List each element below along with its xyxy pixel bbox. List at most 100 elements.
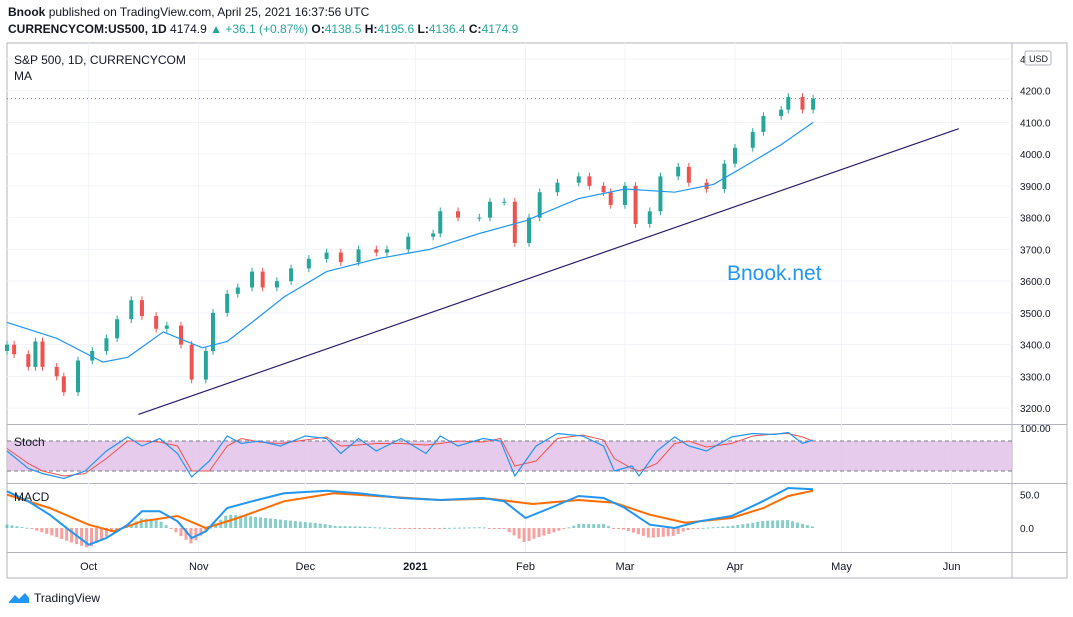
candle-body: [686, 166, 691, 183]
currency-box[interactable]: [1024, 50, 1052, 66]
candle-body: [537, 192, 542, 218]
candle-body: [289, 268, 294, 282]
tradingview-logo-icon: [9, 593, 29, 603]
macd-histogram-bar: [557, 528, 561, 531]
macd-histogram-bar: [65, 528, 69, 541]
candle-body: [512, 201, 517, 244]
macd-histogram-bar: [35, 528, 39, 531]
macd-histogram-bar: [482, 527, 486, 529]
candle-body: [502, 201, 507, 203]
time-tick-label: Mar: [615, 561, 634, 573]
macd-histogram-bar: [269, 518, 273, 528]
candle-body: [374, 249, 379, 253]
macd-histogram-bar: [781, 520, 785, 528]
macd-histogram-bar: [602, 524, 606, 528]
time-tick-label: May: [831, 561, 852, 573]
watermark-text: Bnook.net: [727, 262, 822, 285]
ma-indicator-label: MA: [14, 69, 32, 83]
macd-histogram-bar: [249, 516, 253, 528]
macd-histogram-bar: [45, 528, 49, 534]
macd-histogram-bar: [40, 528, 44, 533]
macd-histogram-bar: [15, 526, 19, 528]
time-tick-label: Oct: [80, 561, 97, 573]
macd-histogram-bar: [796, 522, 800, 528]
macd-histogram-bar: [791, 521, 795, 528]
stoch-tick-label: 100.00: [1020, 424, 1051, 435]
candle-body: [338, 252, 343, 263]
macd-histogram-bar: [691, 528, 695, 530]
macd-histogram-bar: [771, 520, 775, 528]
macd-histogram-bar: [447, 527, 451, 529]
macd-histogram-bar: [547, 528, 551, 534]
macd-histogram-bar: [164, 525, 168, 528]
macd-histogram-bar: [527, 528, 531, 542]
macd-tick-label: 50.0: [1020, 491, 1040, 502]
candle-body: [800, 96, 805, 110]
price-tick-label: 3700.0: [1020, 245, 1051, 256]
macd-histogram-bar: [776, 520, 780, 528]
candle-body: [576, 176, 581, 183]
chart-frame: [6, 42, 1068, 579]
macd-histogram-bar: [438, 528, 442, 529]
candle-body: [587, 176, 592, 186]
candle-body: [601, 185, 606, 193]
candle-body: [5, 344, 9, 351]
macd-histogram-bar: [5, 524, 9, 528]
candle-body: [76, 360, 81, 393]
macd-histogram-bar: [746, 523, 750, 528]
macd-histogram-bar: [701, 527, 705, 529]
candle-body: [406, 236, 411, 250]
macd-histogram-bar: [428, 528, 432, 529]
macd-histogram-bar: [587, 524, 591, 528]
candle-body: [324, 252, 329, 259]
macd-histogram-bar: [70, 528, 74, 543]
macd-histogram-bar: [229, 514, 233, 528]
macd-histogram-bar: [517, 528, 521, 539]
macd-histogram-bar: [592, 524, 596, 528]
stoch-pane-title: Stoch: [14, 435, 45, 449]
macd-tick-label: 0.0: [1020, 524, 1034, 535]
macd-histogram-bar: [537, 528, 541, 538]
price-pane-title: S&P 500, 1D, CURRENCYCOM: [14, 53, 186, 67]
macd-histogram-bar: [413, 528, 417, 529]
macd-histogram-bar: [388, 527, 392, 529]
macd-histogram-bar: [363, 526, 367, 528]
candle-body: [384, 249, 389, 253]
price-tick-label: 3600.0: [1020, 277, 1051, 288]
macd-histogram-bar: [353, 526, 357, 528]
candle-body: [811, 98, 816, 110]
time-tick-label: Dec: [296, 561, 316, 573]
macd-histogram-bar: [671, 528, 675, 536]
macd-histogram-bar: [234, 515, 238, 528]
candle-body: [733, 147, 738, 164]
macd-histogram-bar: [323, 524, 327, 528]
candle-body: [306, 258, 311, 269]
candle-body: [115, 319, 120, 339]
macd-histogram-bar: [338, 526, 342, 528]
macd-histogram-bar: [104, 528, 108, 537]
time-tick-label: Nov: [189, 561, 209, 573]
price-tick-label: 3900.0: [1020, 182, 1051, 193]
macd-histogram-bar: [651, 528, 655, 538]
candle-body: [431, 233, 436, 237]
macd-histogram-bar: [567, 527, 571, 529]
macd-histogram-bar: [542, 528, 546, 536]
macd-histogram-bar: [85, 528, 89, 548]
footer-brand[interactable]: TradingView: [8, 591, 100, 605]
open-value: 4138.5: [324, 22, 362, 36]
trendline[interactable]: [138, 128, 959, 416]
price-tick-label: 3800.0: [1020, 214, 1051, 225]
macd-histogram-bar: [149, 519, 153, 528]
macd-histogram-bar: [154, 520, 158, 528]
candle-body: [647, 211, 652, 224]
macd-histogram-bar: [626, 528, 630, 531]
macd-histogram-bar: [607, 526, 611, 528]
candle-body: [104, 338, 109, 351]
candle-body: [456, 211, 461, 218]
macd-histogram-bar: [174, 528, 178, 533]
candle-body: [179, 325, 184, 345]
macd-histogram-bar: [418, 528, 422, 529]
candle-body: [235, 287, 240, 294]
macd-histogram-bar: [144, 518, 148, 528]
